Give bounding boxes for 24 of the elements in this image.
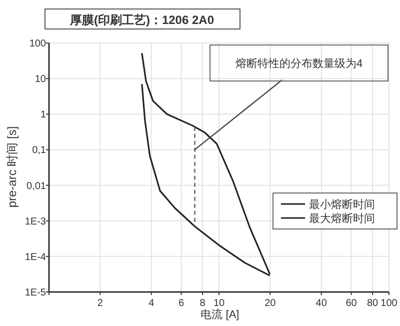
x-tick-label: 40 [316,298,328,309]
y-tick-label: 1E-4 [24,252,46,263]
y-tick-label: 1E-3 [24,216,46,228]
x-tick-label: 10 [213,298,225,309]
y-tick-label: 0,1 [32,145,46,156]
chart-title: 厚膜(印刷工艺)：1206 2A0 [68,13,214,27]
x-tick-label: 8 [200,298,206,309]
annotation: 熔断特性的分布数量级为4 [235,57,363,70]
x-tick-label: 2 [97,298,104,309]
y-tick-label: 10 [34,74,46,86]
y-tick-label: 1E-5 [24,288,46,298]
x-tick-label: 20 [264,298,276,309]
y-tick-label: 100 [29,38,46,50]
x-tick-label: 100 [380,298,398,309]
y-tick-label: 0,01 [26,180,46,192]
legend-label: 最大熔断时间 [309,212,375,225]
x-tick-label: 6 [178,298,185,309]
x-tick-label: 4 [148,298,155,309]
y-axis-title: pre-arc 时间 [s] [5,126,19,208]
x-tick-label: 60 [346,298,358,309]
x-tick-label: 80 [366,298,379,309]
y-tick-label: 1 [40,110,46,121]
legend-label: 最小熔断时间 [309,198,375,211]
x-axis-title: 电流 [A] [200,308,240,321]
